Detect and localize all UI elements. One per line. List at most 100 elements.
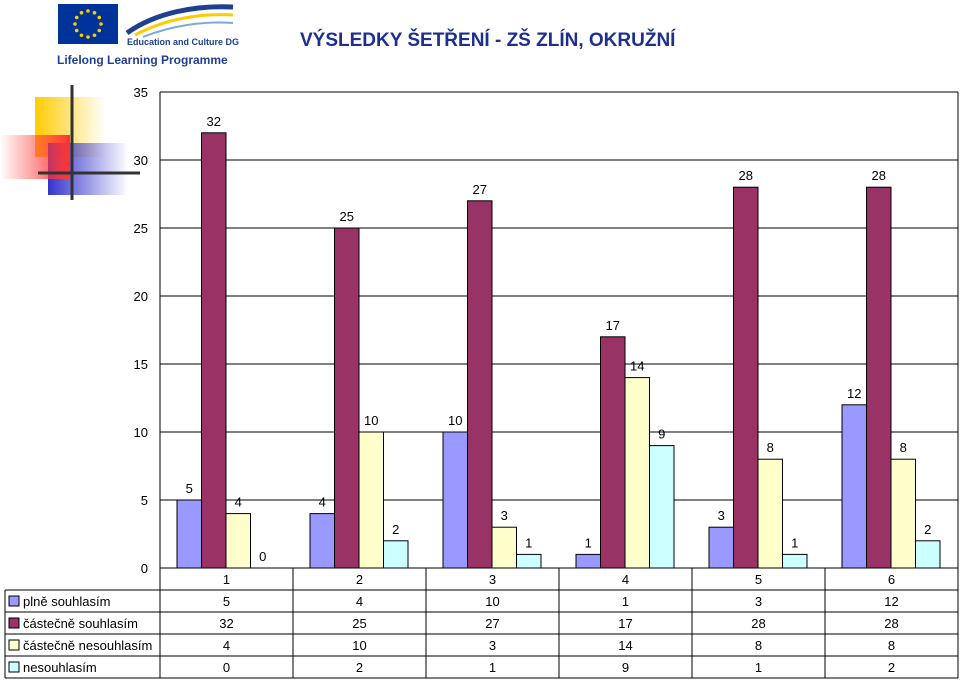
eu-star-icon: [74, 15, 79, 20]
table-value: 3: [755, 594, 762, 609]
decorative-squares-icon: [0, 85, 140, 200]
bar: [624, 377, 650, 569]
table-value: 1: [622, 594, 629, 609]
data-label: 1: [585, 535, 592, 550]
eu-flag-icon: [58, 4, 118, 44]
bar: [225, 513, 251, 569]
category-label: 3: [489, 572, 496, 587]
data-label: 28: [739, 168, 753, 183]
table-value: 17: [618, 616, 632, 631]
y-tick-label: 20: [134, 289, 148, 304]
legend-swatch: [8, 617, 20, 629]
table-value: 12: [884, 594, 898, 609]
data-label: 3: [718, 508, 725, 523]
table-value: 5: [223, 594, 230, 609]
eu-star-icon: [99, 22, 103, 26]
table-value: 2: [356, 660, 363, 675]
bar: [309, 513, 335, 569]
data-label: 3: [501, 508, 508, 523]
table-value: 32: [219, 616, 233, 631]
logo-llp-text: Lifelong Learning Programme: [57, 53, 228, 67]
data-label: 17: [606, 318, 620, 333]
category-label: 6: [888, 572, 895, 587]
legend-label: nesouhlasím: [23, 660, 97, 675]
legend-label: plně souhlasím: [23, 594, 110, 609]
data-label: 25: [340, 209, 354, 224]
table-value: 4: [356, 594, 363, 609]
bar: [201, 132, 227, 569]
bar: [176, 499, 202, 569]
eu-star-icon: [97, 28, 102, 33]
legend-label: částečně nesouhlasím: [23, 638, 152, 653]
table-value: 8: [755, 638, 762, 653]
bar: [516, 553, 542, 569]
table-value: 8: [888, 638, 895, 653]
data-label: 2: [392, 522, 399, 537]
data-label: 10: [364, 413, 378, 428]
eu-star-icon: [86, 9, 90, 13]
legend-label: částečně souhlasím: [23, 616, 138, 631]
bar: [491, 526, 517, 569]
eu-star-icon: [92, 33, 97, 38]
data-label: 32: [207, 114, 221, 129]
bar: [733, 186, 759, 569]
legend-swatch: [8, 595, 20, 607]
data-label: 27: [473, 182, 487, 197]
category-label: 5: [755, 572, 762, 587]
eu-star-icon: [73, 22, 77, 26]
header: Education and Culture DG Lifelong Learni…: [0, 0, 960, 80]
data-label: 10: [448, 413, 462, 428]
table-value: 10: [485, 594, 499, 609]
data-label: 4: [319, 495, 326, 510]
bar: [757, 458, 783, 569]
eu-star-icon: [79, 33, 84, 38]
category-label: 1: [223, 572, 230, 587]
table-value: 1: [489, 660, 496, 675]
data-label: 0: [259, 549, 266, 564]
data-label: 1: [525, 535, 532, 550]
data-label: 2: [924, 522, 931, 537]
table-value: 28: [884, 616, 898, 631]
legend-swatch: [8, 639, 20, 651]
y-tick-label: 10: [134, 425, 148, 440]
eu-star-icon: [86, 35, 90, 39]
table-value: 3: [489, 638, 496, 653]
bar: [649, 445, 675, 569]
table-value: 9: [622, 660, 629, 675]
table-value: 27: [485, 616, 499, 631]
y-tick-label: 15: [134, 357, 148, 372]
table-value: 25: [352, 616, 366, 631]
logo-dg-text: Education and Culture DG: [127, 37, 240, 47]
category-label: 4: [622, 572, 629, 587]
eu-star-icon: [92, 10, 97, 15]
bar: [782, 553, 808, 569]
legend-swatch: [8, 661, 20, 673]
y-tick-label: 0: [141, 561, 148, 576]
data-label: 4: [235, 495, 242, 510]
table-value: 10: [352, 638, 366, 653]
bar: [708, 526, 734, 569]
table-value: 14: [618, 638, 632, 653]
table-value: 2: [888, 660, 895, 675]
bar: [600, 336, 626, 569]
page-title: VÝSLEDKY ŠETŘENÍ - ZŠ ZLÍN, OKRUŽNÍ: [300, 30, 676, 51]
data-label: 1: [791, 535, 798, 550]
bar: [442, 431, 468, 569]
data-label: 5: [186, 481, 193, 496]
dg-swoosh-icon: [125, 4, 234, 38]
data-label: 8: [900, 440, 907, 455]
data-label: 9: [658, 427, 665, 442]
y-tick-label: 5: [141, 493, 148, 508]
y-tick-label: 25: [134, 221, 148, 236]
bar: [467, 200, 493, 569]
bar: [890, 458, 916, 569]
bar: [383, 540, 409, 569]
data-label: 8: [767, 440, 774, 455]
data-label: 14: [630, 359, 644, 374]
eu-star-icon: [79, 10, 84, 15]
bar: [841, 404, 867, 569]
table-value: 4: [223, 638, 230, 653]
bar: [915, 540, 941, 569]
eu-star-icon: [74, 28, 79, 33]
